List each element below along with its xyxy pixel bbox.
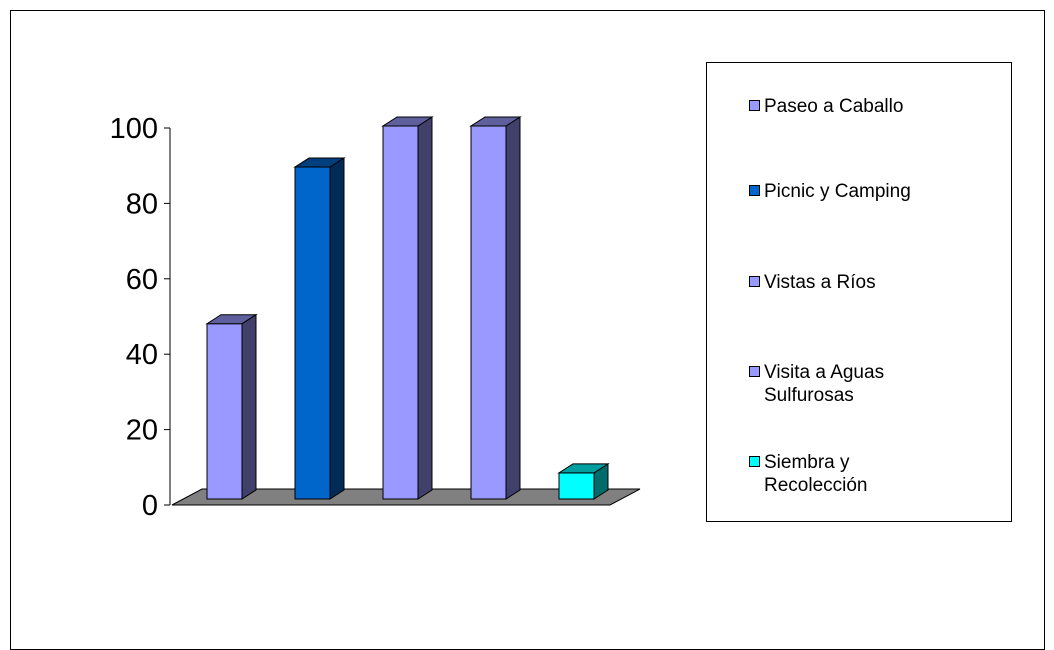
legend-swatch (749, 366, 760, 377)
bar-side (241, 313, 257, 500)
legend-swatch (749, 100, 760, 111)
y-tick-label: 0 (142, 490, 158, 522)
legend-label: Paseo a Caballo (764, 96, 904, 117)
bar-top (293, 157, 346, 168)
bar-top (381, 116, 434, 127)
y-tick-label: 100 (110, 113, 158, 145)
bar-side (329, 157, 345, 500)
legend-swatch (749, 456, 760, 467)
bar (558, 472, 595, 500)
bar-side (505, 116, 521, 500)
y-tick-label: 60 (126, 264, 158, 296)
bar (294, 166, 331, 500)
bar (206, 323, 243, 500)
bar (470, 125, 507, 500)
legend-label: Siembra y Recolección (764, 452, 868, 496)
bar (382, 125, 419, 500)
bar-top (205, 314, 258, 325)
y-tick-label: 40 (126, 339, 158, 371)
legend-swatch (749, 185, 760, 196)
legend-label: Visita a Aguas Sulfurosas (764, 362, 885, 406)
bar-chart: 0 20 40 60 80 100 (110, 113, 641, 522)
legend-swatch (749, 276, 760, 287)
legend: Paseo a Caballo Picnic y Camping Vistas a … (706, 62, 1012, 522)
y-tick-label: 80 (126, 188, 158, 220)
bar-top (469, 116, 522, 127)
y-tick-label: 20 (126, 415, 158, 447)
legend-label: Vistas a Ríos (764, 272, 876, 293)
bar-side (417, 116, 433, 500)
bar-top (557, 463, 610, 474)
legend-label: Picnic y Camping (764, 181, 911, 202)
